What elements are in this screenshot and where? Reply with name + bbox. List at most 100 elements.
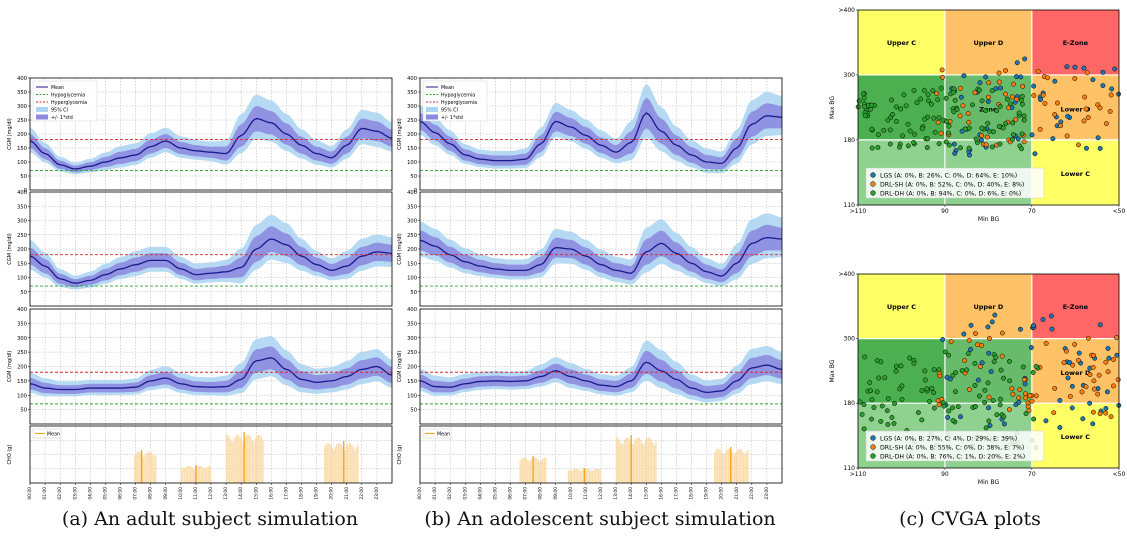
data-point [1103, 410, 1109, 416]
zone-lower-d [1031, 338, 1119, 404]
data-point [1043, 418, 1049, 424]
x-tick-label: 17:00 [673, 487, 679, 500]
x-tick-label: 01:00 [42, 487, 48, 500]
data-point [925, 136, 931, 142]
x-tick-label: 22:00 [749, 487, 755, 500]
cho-bar [545, 457, 547, 483]
y-tick-label: 0 [414, 188, 417, 194]
cho-bar [180, 467, 183, 483]
cho-bar [201, 467, 204, 483]
cho-bar [337, 443, 340, 483]
cho-bar [144, 455, 146, 483]
data-point [893, 363, 899, 369]
legend-swatch [870, 453, 876, 459]
x-tick-label: <50 [1113, 471, 1126, 478]
y-tick-label: 100 [17, 393, 27, 399]
mean-line [29, 117, 393, 170]
cho-bar [206, 467, 208, 483]
cho-bar [629, 440, 631, 483]
cho-bar [189, 466, 192, 483]
cho-bar [572, 469, 574, 483]
data-point [1035, 68, 1041, 74]
y-tick-label: >400 [839, 271, 856, 278]
data-point [1105, 369, 1111, 375]
data-point [999, 330, 1005, 336]
legend-label: Hyperglycemia [51, 100, 87, 106]
data-point [1014, 96, 1020, 102]
cho-bar [738, 448, 740, 483]
data-point [1081, 65, 1087, 71]
y-tick-label: 150 [17, 379, 27, 385]
data-point [986, 350, 992, 356]
zone-a [858, 338, 945, 404]
data-point [1050, 136, 1056, 142]
data-point [885, 117, 891, 123]
y-tick-label: 100 [407, 276, 417, 282]
data-point [1067, 393, 1073, 399]
cho-bar [744, 454, 746, 483]
data-point [919, 417, 925, 423]
legend-label: Hyperglycemia [441, 100, 477, 106]
caption-c: (c) CVGA plots [899, 508, 1041, 530]
data-point [1057, 425, 1063, 430]
y-tick-label: 100 [407, 393, 417, 399]
zone-upper-c [858, 274, 945, 339]
data-point [996, 123, 1002, 129]
y-tick-label: 180 [844, 137, 856, 144]
data-point [1052, 78, 1058, 84]
data-point [983, 108, 989, 114]
x-tick-label: 20:00 [719, 487, 725, 500]
data-point [999, 353, 1005, 359]
data-point [986, 336, 992, 341]
y-axis-label: CGM (mg/dl) [397, 118, 403, 150]
cho-bar [625, 438, 627, 483]
data-point [934, 90, 940, 96]
y-tick-label: 350 [407, 204, 417, 210]
cho-bar [542, 458, 544, 483]
data-point [1082, 94, 1088, 100]
cgm-panel-b-2: 50 100 150 200 250 300 350 400 CGM (mg/dl) [397, 190, 783, 307]
data-point [978, 137, 984, 143]
data-point [924, 145, 930, 150]
cho-bar [590, 470, 592, 483]
data-point [1052, 385, 1058, 391]
data-point [893, 104, 899, 110]
data-point [936, 367, 942, 373]
zone-label: Upper D [973, 303, 1003, 311]
legend-label: Mean [47, 431, 60, 437]
data-point [887, 141, 893, 147]
data-point [860, 91, 866, 97]
data-point [1018, 74, 1024, 80]
data-point [979, 342, 985, 348]
data-point [942, 349, 948, 355]
data-point [962, 126, 968, 132]
cho-bar [134, 454, 136, 483]
data-point [925, 98, 931, 104]
data-point [986, 94, 991, 100]
data-point [1029, 132, 1035, 138]
cho-bar [543, 457, 545, 483]
mean-line [419, 361, 783, 394]
data-point [1085, 115, 1091, 120]
cho-bar [194, 468, 196, 483]
cho-bar [522, 457, 524, 483]
data-point [1061, 360, 1067, 366]
data-point [857, 399, 863, 405]
cho-bar [230, 441, 232, 483]
cho-bar [635, 438, 637, 483]
cho-bar [718, 449, 720, 483]
data-point [970, 102, 975, 108]
cho-bar [253, 442, 255, 483]
x-tick-label: 07:00 [133, 487, 139, 500]
x-tick-label: >110 [850, 208, 867, 215]
data-point [1010, 120, 1016, 126]
data-point [1111, 357, 1116, 363]
data-point [1108, 414, 1114, 420]
data-point [985, 380, 991, 386]
data-point [1043, 340, 1049, 346]
zone-upper-c [858, 10, 945, 75]
data-point [990, 129, 996, 135]
y-tick-label: >400 [839, 7, 856, 14]
x-axis-label: Min BG [978, 216, 1000, 223]
x-tick-label: 05:00 [102, 487, 108, 500]
